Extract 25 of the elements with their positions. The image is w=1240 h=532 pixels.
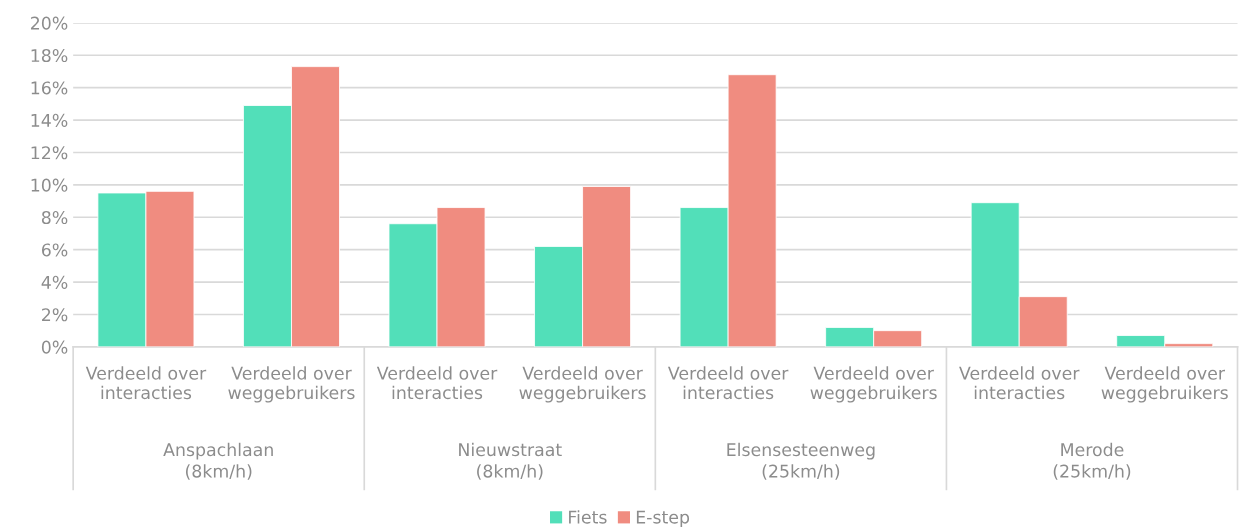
y-tick-label: 10% xyxy=(31,178,68,192)
x-tick-label: Verdeeld over interacties xyxy=(376,366,498,400)
y-tick-label: 14% xyxy=(31,113,68,127)
y-tick-label: 18% xyxy=(31,48,68,63)
y-tick-label: 20% xyxy=(30,16,68,30)
x-tick-label: Verdeeld over weggebruikers xyxy=(1101,366,1228,403)
x-tick-label: Verdeeld over interacties xyxy=(85,366,207,400)
y-tick-label: 6% xyxy=(41,243,68,257)
legend-label: E-step xyxy=(636,510,690,528)
y-tick-label: 0% xyxy=(41,340,68,354)
y-tick-label: 4% xyxy=(41,275,68,289)
legend-label: Fiets xyxy=(569,510,607,524)
y-tick-label: 2% xyxy=(42,308,68,322)
text: Anspachlaan (8km/h) xyxy=(163,442,273,480)
x-tick-label: Verdeeld over weggebruikers xyxy=(810,366,937,403)
text: Nieuwstraat (8km/h) xyxy=(459,442,562,480)
y-tick-label: 16% xyxy=(31,81,68,95)
text: Merode (25km/h) xyxy=(1053,442,1131,480)
x-tick-label: Verdeeld over interacties xyxy=(959,366,1080,400)
text: Elsensesteenweg (25km/h) xyxy=(727,442,875,480)
y-tick-label: 8% xyxy=(41,210,68,225)
x-tick-label: Verdeeld over interacties xyxy=(667,366,789,400)
x-tick-label: Verdeeld over weggebruikers xyxy=(519,366,646,403)
x-tick-label: Verdeeld over weggebruikers xyxy=(228,366,355,403)
y-tick-label: 12% xyxy=(31,146,68,160)
